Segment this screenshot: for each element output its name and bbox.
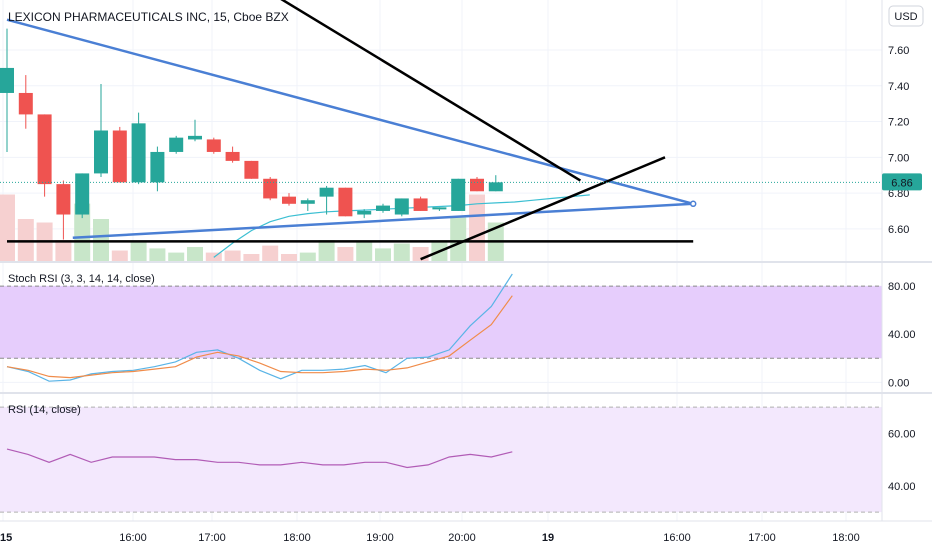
trendline-handle [689, 200, 697, 208]
volume-bar [149, 248, 166, 261]
candle-body [244, 160, 259, 179]
stoch-rsi-d-line [6, 295, 513, 379]
volume-bar [0, 194, 15, 261]
candle-body [56, 184, 71, 215]
time-tick-label: 15 [0, 532, 12, 544]
stoch-rsi-tick-label: 0.00 [888, 377, 909, 389]
time-tick-label: 18:00 [832, 532, 860, 544]
rsi-tick-label: 60.00 [888, 428, 916, 440]
rsi-line [6, 448, 513, 469]
candle-body [169, 137, 184, 152]
trendline-blue-lower [72, 202, 694, 240]
trendline-black-down [280, 0, 582, 182]
currency-label: USD [894, 11, 917, 23]
time-tick-label: 19 [542, 532, 554, 544]
candle-body [37, 114, 52, 185]
candle-body [225, 151, 240, 161]
candle-body [18, 92, 33, 115]
candlesticks [0, 28, 503, 240]
volume-bar [318, 240, 335, 261]
time-tick-label: 16:00 [663, 532, 691, 544]
time-tick-label: 16:00 [119, 532, 147, 544]
trendline-black-up [420, 156, 666, 261]
currency-button[interactable]: USD [888, 5, 924, 27]
volume-bar [111, 250, 128, 261]
candle-body [357, 210, 372, 215]
time-axis[interactable]: 15 16:00 17:00 18:00 19:00 20:00 19 16:00 17:00 1… [0, 532, 860, 544]
time-tick-label: 17:00 [748, 532, 776, 544]
candle-body [338, 187, 353, 217]
candle-body [150, 151, 165, 183]
candle-body [319, 187, 334, 197]
stoch-rsi-band [0, 286, 882, 359]
candle-body [94, 130, 108, 174]
rsi-series-line [6, 448, 513, 469]
ticker-title: LEXICON PHARMACEUTICALS INC, 15, Cboe BZ… [8, 10, 289, 24]
rsi-title: RSI (14, close) [8, 404, 81, 416]
rsi-tick-label: 40.00 [888, 481, 916, 493]
stoch-rsi-tick-label: 40.00 [888, 329, 916, 341]
candle-body [131, 123, 146, 183]
time-tick-label: 20:00 [448, 532, 476, 544]
candle-body [470, 178, 484, 192]
price-pane[interactable]: LEXICON PHARMACEUTICALS INC, 15, Cboe BZ… [0, 0, 882, 261]
volume-bar [93, 219, 109, 261]
price-tick-label: 7.60 [888, 45, 909, 57]
volume-bar [299, 252, 316, 261]
trendlines[interactable] [6, 0, 697, 261]
stoch-rsi-tick-label: 80.00 [888, 281, 916, 293]
volume-bar [55, 240, 72, 261]
candle-body [206, 139, 221, 152]
stoch-rsi-title: Stoch RSI (3, 3, 14, 14, close) [8, 273, 155, 285]
rsi-pane[interactable]: RSI (14, close) [0, 404, 882, 513]
price-tick-label: 6.60 [888, 224, 909, 236]
candle-body [413, 198, 428, 211]
volume-bar [130, 241, 147, 261]
last-price-badge: 6.86 [882, 173, 922, 191]
time-tick-label: 19:00 [366, 532, 394, 544]
candle-body [263, 178, 278, 199]
candle-body [432, 207, 447, 210]
candle-body [394, 198, 409, 215]
candle-body [0, 67, 14, 93]
price-tick-label: 7.40 [888, 81, 909, 93]
price-tick-label: 6.80 [888, 188, 909, 200]
volume-bar [281, 254, 297, 261]
candle-body [300, 200, 315, 204]
trendline-blue-upper [6, 18, 694, 206]
stoch-rsi-k-line [6, 273, 513, 382]
price-tick-label: 7.00 [888, 152, 909, 164]
price-axis[interactable]: 7.60 7.40 7.20 7.00 6.80 6.60 80.00 40.00 0.00 60… [888, 45, 916, 493]
candle-body [282, 196, 296, 204]
volume-bar [375, 248, 391, 261]
volume-bar [243, 254, 260, 261]
time-tick-label: 17:00 [198, 532, 226, 544]
candle-body [112, 130, 127, 183]
volume-bar [356, 241, 373, 261]
last-price-value: 6.86 [891, 177, 912, 189]
stoch-rsi-lines [6, 273, 513, 382]
candle-body [376, 205, 390, 211]
volume-bar [393, 243, 410, 261]
pane-separators [0, 0, 932, 522]
candle-body [188, 135, 202, 140]
candle-body [488, 182, 503, 192]
volume-bar [187, 247, 203, 261]
price-tick-label: 7.20 [888, 117, 909, 129]
candle-body [75, 173, 90, 215]
volume-bar [469, 194, 485, 261]
stoch-rsi-pane[interactable]: Stoch RSI (3, 3, 14, 14, close) [0, 273, 882, 382]
volume-bar [224, 250, 241, 261]
candle-body [451, 178, 466, 211]
volume-bar [262, 245, 279, 261]
volume-bar [450, 217, 467, 261]
volume-bar [168, 252, 185, 261]
time-tick-label: 18:00 [283, 532, 311, 544]
volume-bar [74, 203, 91, 261]
volume-bar [337, 247, 354, 261]
volume-bar [17, 219, 34, 261]
